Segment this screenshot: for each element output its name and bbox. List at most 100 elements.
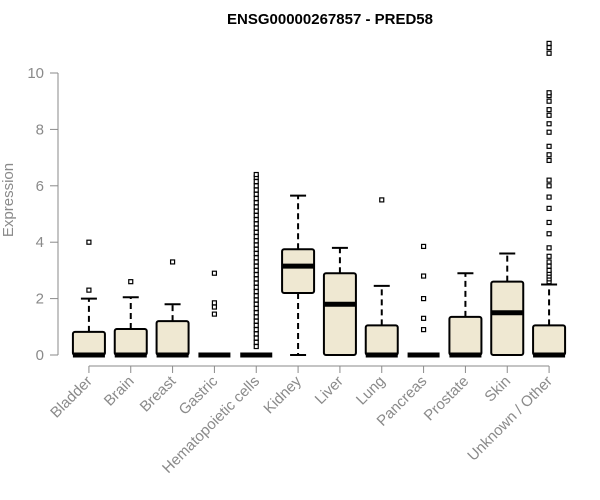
x-tick-label: Breast — [137, 372, 180, 415]
box-9 — [448, 272, 483, 358]
outlier-point — [546, 194, 552, 200]
outlier-point — [169, 259, 176, 265]
outlier-point — [253, 272, 259, 278]
y-tick-label: 4 — [36, 234, 44, 251]
y-axis: 0 2 4 6 8 10 — [27, 65, 59, 364]
box-11 — [532, 40, 567, 358]
y-tick-label: 6 — [36, 178, 44, 195]
outlier-point — [420, 243, 427, 250]
outlier-point — [546, 267, 552, 273]
outlier-point — [546, 219, 552, 226]
outlier-point — [253, 246, 259, 252]
outlier-point — [546, 45, 552, 51]
outlier-point — [420, 327, 427, 333]
outlier-point — [253, 238, 259, 244]
outlier-point — [253, 183, 259, 189]
outlier-point — [253, 339, 259, 345]
outlier-point — [253, 204, 259, 210]
outlier-point — [546, 107, 552, 113]
outlier-point — [546, 143, 552, 149]
outlier-point — [253, 318, 259, 324]
outlier-point — [253, 335, 259, 341]
outlier-point — [420, 296, 427, 302]
outlier-point — [546, 157, 552, 164]
outlier-point — [253, 284, 259, 290]
outlier-point — [546, 231, 552, 237]
box-body — [448, 315, 483, 356]
box-1 — [113, 279, 148, 358]
outlier-point — [253, 191, 259, 197]
outlier-point — [379, 197, 385, 203]
x-tick-label: Bladder — [47, 373, 96, 422]
outlier-point — [253, 217, 259, 223]
outlier-point — [253, 322, 259, 328]
y-tick-label: 8 — [36, 121, 44, 138]
box-8 — [407, 243, 440, 358]
outlier-point — [253, 263, 259, 269]
box-body — [155, 320, 190, 357]
box-7 — [364, 197, 399, 358]
outlier-point — [546, 259, 552, 265]
outlier-point — [253, 297, 259, 303]
box-4 — [240, 171, 273, 358]
chart-title: ENSG00000267857 - PRED58 — [227, 11, 433, 28]
box-body — [71, 330, 106, 357]
outlier-point — [546, 205, 552, 211]
outlier-point — [253, 233, 259, 240]
box-body — [322, 272, 357, 356]
x-tick-label: Lung — [353, 373, 389, 409]
outlier-point — [253, 200, 259, 206]
outlier-point — [253, 343, 259, 350]
outlier-point — [253, 195, 259, 202]
x-tick-label: Prostate — [421, 373, 473, 425]
outlier-point — [546, 121, 552, 127]
outlier-point — [253, 178, 259, 185]
outlier-point — [86, 239, 92, 245]
outlier-point — [253, 221, 259, 227]
outlier-point — [546, 40, 552, 46]
outlier-point — [546, 183, 552, 189]
outlier-point — [253, 288, 259, 295]
outlier-point — [546, 90, 552, 96]
outlier-point — [253, 331, 259, 337]
outlier-point — [420, 315, 427, 321]
outlier-point — [253, 310, 259, 316]
outlier-point — [253, 242, 259, 248]
outlier-point — [253, 187, 259, 193]
box-0 — [71, 239, 106, 358]
box-body — [532, 324, 567, 357]
outlier-point — [546, 129, 552, 135]
box-body — [113, 328, 148, 356]
outlier-point — [253, 171, 259, 178]
outlier-point — [253, 208, 259, 214]
outlier-point — [546, 112, 552, 118]
box-3 — [198, 270, 231, 358]
outlier-point — [253, 212, 259, 219]
outlier-point — [420, 273, 427, 279]
outlier-point — [546, 98, 552, 104]
outlier-point — [253, 327, 259, 333]
outlier-point — [253, 229, 259, 235]
outlier-point — [546, 253, 552, 259]
y-tick-label: 10 — [27, 65, 44, 82]
outlier-point — [253, 259, 259, 265]
outlier-point — [253, 301, 259, 307]
outlier-point — [211, 300, 218, 306]
outlier-point — [253, 280, 259, 286]
outlier-point — [546, 50, 552, 56]
box-body — [364, 324, 399, 357]
outlier-point — [211, 304, 218, 310]
outlier-point — [546, 263, 552, 269]
y-tick-label: 2 — [36, 291, 44, 308]
box-body — [490, 280, 525, 356]
outlier-point — [253, 255, 259, 261]
outlier-point — [253, 305, 259, 312]
x-tick-label: Liver — [312, 373, 347, 408]
outlier-point — [253, 276, 259, 282]
outlier-point — [253, 293, 259, 299]
box-5 — [281, 194, 316, 356]
outlier-point — [253, 225, 259, 231]
box-6 — [322, 246, 357, 356]
